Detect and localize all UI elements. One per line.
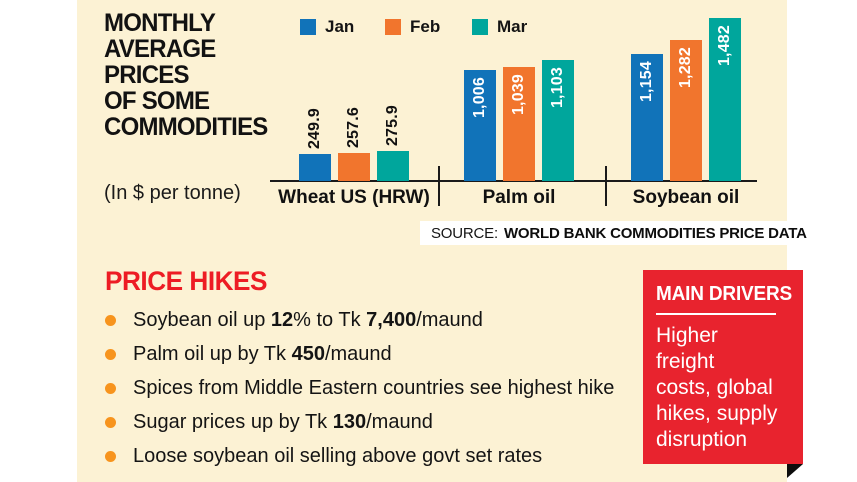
legend-item-feb: Feb — [385, 17, 440, 37]
bullet-text: Spices from Middle Eastern countries see… — [133, 376, 615, 399]
source-text: WORLD BANK COMMODITIES PRICE DATA — [503, 224, 807, 242]
fold-corner-icon — [787, 464, 803, 478]
main-drivers-box: MAIN DRIVERS Higher freight costs, globa… — [643, 270, 803, 464]
bullet-text: Palm oil up by Tk 450/maund — [133, 342, 392, 365]
main-drivers-underline — [656, 313, 776, 315]
bullet-icon — [105, 382, 116, 394]
title-line: AVERAGE — [104, 35, 216, 63]
list-item: Spices from Middle Eastern countries see… — [105, 371, 614, 405]
list-item: Sugar prices up by Tk 130/maund — [105, 405, 614, 439]
bullet-text: Loose soybean oil selling above govt set… — [133, 444, 543, 467]
unit-label: (In $ per tonne) — [104, 182, 241, 204]
bullet-icon — [105, 416, 116, 428]
bullet-text: Soybean oil up 12% to Tk 7,400/maund — [133, 308, 483, 331]
legend-label: Feb — [410, 17, 441, 36]
price-hikes-list: Soybean oil up 12% to Tk 7,400/maund Palm… — [105, 303, 614, 473]
bullet-text: Sugar prices up by Tk 130/maund — [133, 410, 433, 433]
bullet-icon — [105, 348, 116, 360]
legend-swatch-icon — [472, 19, 488, 35]
title-line: PRICES — [104, 61, 190, 89]
title-line: MONTHLY — [104, 9, 216, 37]
source-prefix: SOURCE: — [431, 224, 498, 242]
price-hikes-title: PRICE HIKES — [105, 266, 268, 296]
legend-swatch-icon — [300, 19, 316, 35]
legend-item-mar: Mar — [472, 17, 527, 37]
main-drivers-body: Higher freight costs, global hikes, supp… — [656, 324, 778, 451]
bullet-icon — [105, 450, 116, 462]
page-title: MONTHLY AVERAGE PRICES OF SOME COMMODITI… — [104, 10, 268, 140]
source-strip: SOURCE: WORLD BANK COMMODITIES PRICE DAT… — [420, 221, 857, 245]
title-line: COMMODITIES — [104, 113, 268, 141]
list-item: Palm oil up by Tk 450/maund — [105, 337, 614, 371]
title-line: OF SOME — [104, 87, 210, 115]
list-item: Soybean oil up 12% to Tk 7,400/maund — [105, 303, 614, 337]
legend-label: Mar — [497, 17, 528, 36]
main-drivers-title: MAIN DRIVERS — [656, 283, 793, 305]
legend-swatch-icon — [385, 19, 401, 35]
legend-label: Jan — [325, 17, 355, 36]
legend-item-jan: Jan — [300, 17, 354, 37]
list-item: Loose soybean oil selling above govt set… — [105, 439, 614, 473]
bullet-icon — [105, 314, 116, 326]
